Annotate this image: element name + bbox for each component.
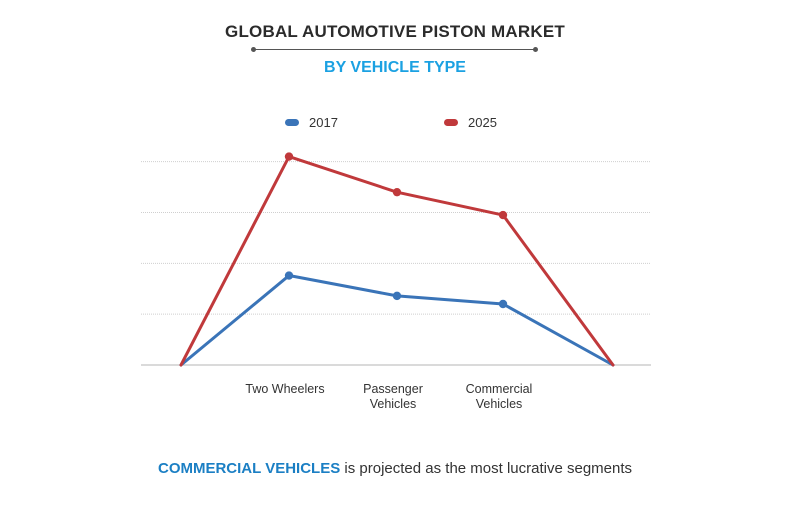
x-tick-label-1: Two Wheelers — [245, 382, 324, 396]
chart-title: GLOBAL AUTOMOTIVE PISTON MARKET — [225, 22, 565, 41]
x-tick-label-3: Commercial Vehicles — [466, 382, 533, 411]
legend-item-2025: 2025 — [444, 115, 497, 130]
title-underline-dot-left — [251, 47, 256, 52]
footnote-highlight: COMMERCIAL VEHICLES — [157, 460, 341, 477]
data-point-2025-2 — [392, 187, 402, 197]
legend-label-2025: 2025 — [468, 115, 497, 130]
legend-swatch-2017 — [285, 119, 299, 126]
footnote: COMMERCIAL VEHICLES is projected as the … — [0, 460, 790, 477]
x-tick-label-2: Passenger Vehicles — [363, 382, 423, 411]
chart-subtitle: BY VEHICLE TYPE — [324, 59, 466, 76]
title-underline-dot-right — [533, 47, 538, 52]
legend-label-2017: 2017 — [309, 115, 338, 130]
title-underline — [253, 49, 535, 50]
series-line-2017 — [179, 274, 615, 367]
data-point-2017-2 — [392, 291, 402, 301]
data-point-2025-1 — [284, 152, 294, 161]
footnote-text: is projected as the most lucrative segme… — [340, 460, 633, 477]
data-point-2025-3 — [498, 210, 508, 220]
data-point-2017-3 — [498, 299, 508, 309]
legend-swatch-2025 — [444, 119, 458, 126]
legend-item-2017: 2017 — [285, 115, 338, 130]
data-point-2017-1 — [284, 271, 294, 280]
series-line-2025 — [179, 155, 615, 367]
